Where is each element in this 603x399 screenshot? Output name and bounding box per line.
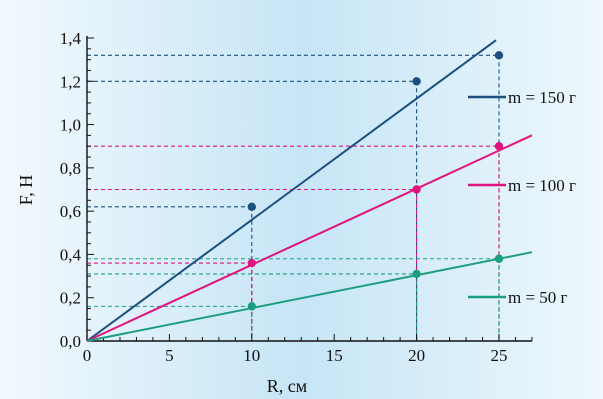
y-axis-ticks: 0,0 0,2 0,4 0,6 0,8 1,0 1,2 1,4: [60, 29, 94, 351]
y-tick-label: 1,0: [60, 116, 81, 135]
y-tick-label: 0,2: [60, 289, 81, 308]
guide-lines: [87, 54, 500, 341]
x-tick-label: 0: [83, 346, 92, 365]
fit-lines: [86, 39, 533, 342]
x-tick-label: 20: [408, 346, 425, 365]
data-point-m50-2: [494, 254, 504, 263]
axes: [86, 36, 532, 342]
x-tick-label: 15: [326, 346, 343, 365]
fit-line-m150: [86, 39, 497, 342]
x-tick-label: 5: [165, 346, 174, 365]
x-tick-label: 25: [491, 346, 508, 365]
y-tick-label: 0,4: [60, 245, 82, 264]
legend-label-m100: m = 100 г: [508, 176, 576, 195]
data-point-m150-2: [494, 51, 504, 60]
y-tick-label: 0,6: [60, 202, 81, 221]
y-tick-label: 0,8: [60, 159, 81, 178]
x-axis-label: R, см: [267, 376, 307, 396]
data-point-m50-1: [412, 269, 421, 279]
fit-line-m100: [86, 134, 533, 342]
x-tick-label: 10: [243, 346, 260, 365]
data-points: [247, 51, 504, 311]
y-axis-label: F, Н: [16, 175, 36, 206]
data-point-m100-1: [412, 185, 421, 194]
x-axis-ticks: 0 5 10 15 20 25: [83, 334, 533, 365]
y-tick-label: 0,0: [60, 332, 81, 351]
y-tick-label: 1,4: [60, 29, 82, 48]
y-tick-label: 1,2: [60, 72, 81, 91]
data-point-m50-0: [247, 302, 256, 311]
fit-line-m50: [86, 251, 533, 342]
legend: m = 150 г m = 100 г m = 50 г: [468, 88, 576, 307]
data-point-m100-0: [247, 258, 256, 268]
legend-label-m150: m = 150 г: [508, 88, 576, 107]
data-point-m150-1: [412, 77, 421, 86]
data-point-m100-2: [494, 142, 504, 151]
data-point-m150-0: [247, 202, 256, 212]
legend-label-m50: m = 50 г: [508, 288, 568, 307]
